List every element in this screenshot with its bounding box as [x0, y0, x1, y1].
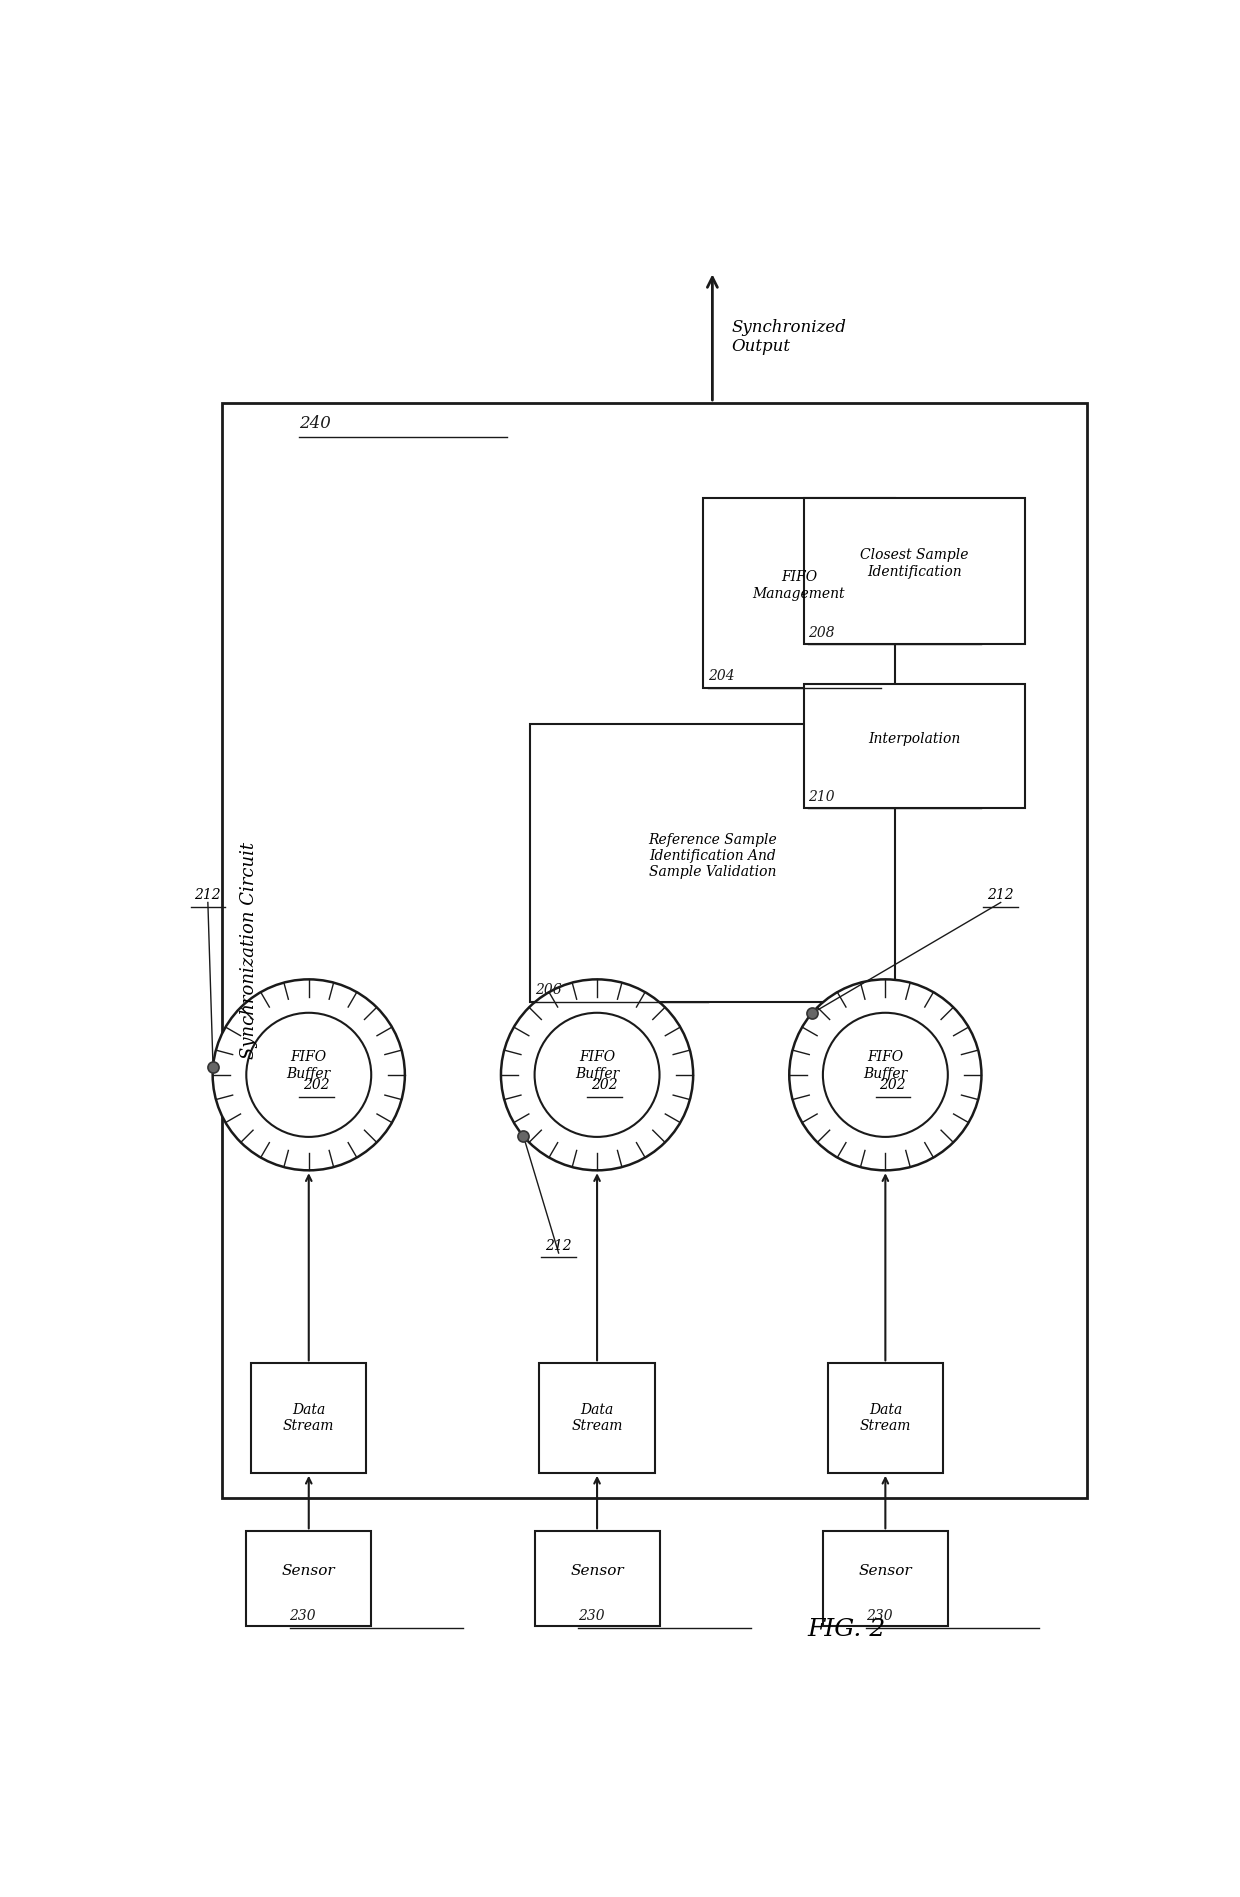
Ellipse shape [213, 979, 404, 1170]
Text: 202: 202 [591, 1077, 618, 1093]
Text: 210: 210 [808, 789, 835, 804]
Text: 206: 206 [534, 983, 562, 998]
Text: Reference Sample
Identification And
Sample Validation: Reference Sample Identification And Samp… [649, 833, 776, 878]
Text: 212: 212 [546, 1239, 572, 1254]
Text: FIFO
Buffer: FIFO Buffer [286, 1051, 331, 1081]
Bar [804, 685, 1024, 808]
Text: 208: 208 [808, 626, 835, 639]
Text: Interpolation: Interpolation [868, 732, 960, 746]
Bar [534, 1531, 660, 1626]
Ellipse shape [534, 1013, 660, 1136]
Ellipse shape [789, 979, 982, 1170]
Ellipse shape [823, 1013, 947, 1136]
Text: 240: 240 [299, 415, 331, 433]
Ellipse shape [247, 1013, 371, 1136]
Ellipse shape [501, 979, 693, 1170]
Text: FIFO
Management: FIFO Management [753, 571, 846, 601]
Text: Synchronization Circuit: Synchronization Circuit [241, 842, 258, 1059]
Text: Data
Stream: Data Stream [859, 1404, 911, 1434]
Text: 202: 202 [303, 1077, 330, 1093]
Text: FIFO
Buffer: FIFO Buffer [863, 1051, 908, 1081]
Text: Sensor: Sensor [570, 1565, 624, 1578]
Text: 230: 230 [866, 1609, 893, 1624]
Text: Data
Stream: Data Stream [572, 1404, 622, 1434]
Bar [804, 497, 1024, 643]
Text: 212: 212 [987, 888, 1014, 903]
Bar [703, 497, 895, 689]
Text: Data
Stream: Data Stream [283, 1404, 335, 1434]
Text: 230: 230 [290, 1609, 316, 1624]
Bar [247, 1531, 371, 1626]
Text: Sensor: Sensor [281, 1565, 336, 1578]
Bar [539, 1364, 655, 1472]
Bar [823, 1531, 947, 1626]
Text: Sensor: Sensor [858, 1565, 913, 1578]
Text: 212: 212 [195, 888, 221, 903]
Text: 230: 230 [578, 1609, 604, 1624]
Text: Synchronized
Output: Synchronized Output [732, 319, 847, 355]
Text: Closest Sample
Identification: Closest Sample Identification [861, 548, 968, 579]
Bar [529, 725, 895, 1002]
Text: 204: 204 [708, 670, 734, 683]
Text: 202: 202 [879, 1077, 906, 1093]
Bar [828, 1364, 942, 1472]
Bar [222, 402, 1087, 1499]
Text: FIFO
Buffer: FIFO Buffer [575, 1051, 619, 1081]
Text: FIG. 2: FIG. 2 [807, 1618, 887, 1641]
Bar [250, 1364, 367, 1472]
